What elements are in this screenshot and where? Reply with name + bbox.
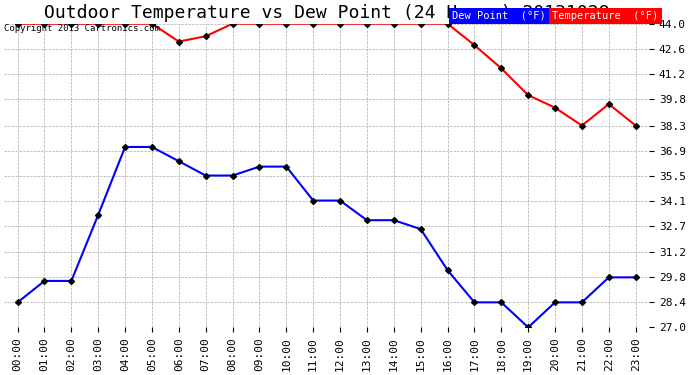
Title: Outdoor Temperature vs Dew Point (24 Hours) 20131028: Outdoor Temperature vs Dew Point (24 Hou… [44, 4, 609, 22]
Text: Copyright 2013 Cartronics.com: Copyright 2013 Cartronics.com [4, 24, 160, 33]
Text: Temperature  (°F): Temperature (°F) [553, 10, 659, 21]
Text: Dew Point  (°F): Dew Point (°F) [453, 10, 546, 21]
